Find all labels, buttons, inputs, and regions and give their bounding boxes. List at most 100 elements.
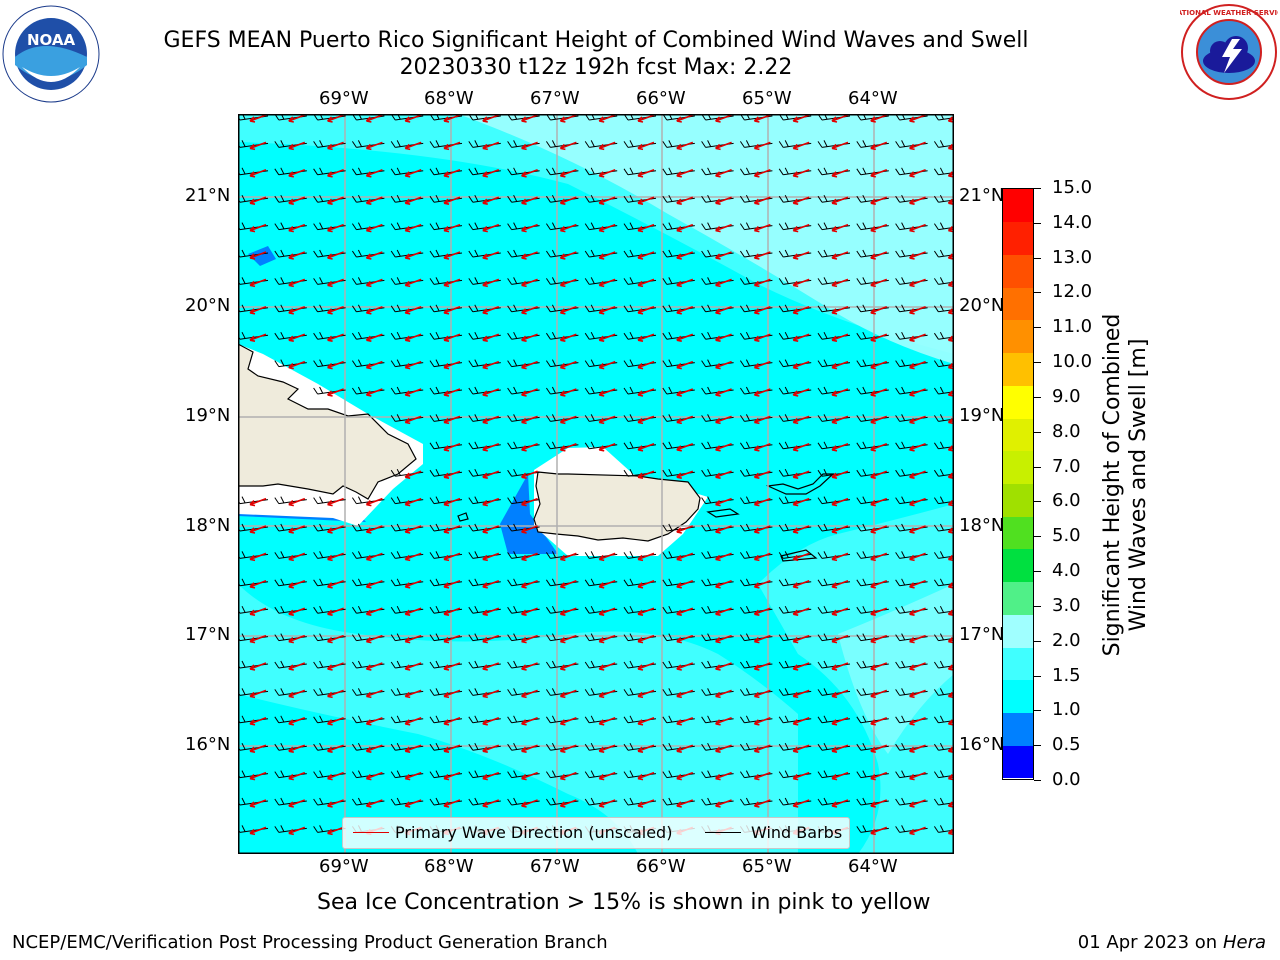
wave-direction-arrow bbox=[753, 607, 771, 616]
wave-direction-arrow bbox=[909, 278, 926, 288]
wave-direction-arrow bbox=[365, 141, 383, 151]
wave-direction-arrow bbox=[598, 580, 616, 589]
wave-direction-arrow bbox=[249, 196, 267, 205]
wave-direction-arrow bbox=[443, 470, 461, 479]
wave-direction-arrow bbox=[404, 717, 422, 726]
wave-direction-arrow bbox=[327, 717, 344, 726]
wave-direction-arrow bbox=[792, 580, 810, 589]
wave-direction-arrow bbox=[715, 744, 732, 753]
wave-direction-arrow bbox=[831, 196, 849, 205]
colorbar-segment bbox=[1003, 385, 1033, 419]
lon-label-top-66w: 66°W bbox=[636, 88, 686, 109]
wave-direction-arrow bbox=[521, 634, 538, 644]
wave-direction-arrow bbox=[831, 634, 849, 644]
wave-direction-arrow bbox=[909, 525, 926, 534]
sea-ice-note: Sea Ice Concentration > 15% is shown in … bbox=[317, 890, 931, 915]
wave-direction-arrow bbox=[637, 196, 655, 205]
wave-direction-arrow bbox=[327, 388, 344, 397]
colorbar-tick-label: 3.0 bbox=[1052, 594, 1081, 616]
wave-direction-arrow bbox=[676, 552, 694, 562]
wave-direction-arrow bbox=[327, 333, 344, 342]
wave-direction-arrow bbox=[831, 552, 849, 562]
wave-direction-arrow bbox=[482, 470, 500, 479]
wave-band-0.5-1.0-nw-spot bbox=[248, 246, 276, 266]
wave-direction-arrow bbox=[365, 388, 383, 397]
hispaniola-land bbox=[238, 343, 417, 500]
wave-direction-arrow bbox=[870, 689, 888, 699]
wave-direction-arrow bbox=[249, 662, 267, 671]
wave-direction-arrow bbox=[249, 634, 267, 644]
wave-direction-arrow bbox=[443, 141, 461, 151]
wave-direction-arrow bbox=[521, 114, 538, 123]
wave-direction-arrow bbox=[404, 799, 422, 808]
wave-direction-arrow bbox=[753, 141, 771, 151]
wave-direction-arrow bbox=[404, 580, 422, 589]
colorbar-label-line1: Significant Height of Combined bbox=[1100, 313, 1125, 657]
wave-direction-arrow bbox=[753, 771, 771, 781]
wave-direction-arrow bbox=[598, 333, 616, 342]
wave-direction-arrow bbox=[365, 497, 383, 507]
wave-direction-arrow bbox=[327, 771, 344, 781]
wave-direction-arrow bbox=[637, 114, 655, 123]
wave-direction-arrow bbox=[676, 580, 694, 589]
wave-direction-arrow bbox=[870, 744, 888, 753]
wave-direction-arrow bbox=[870, 169, 888, 178]
colorbar-segment bbox=[1003, 254, 1033, 288]
wave-direction-arrow bbox=[598, 689, 616, 699]
wave-direction-arrow bbox=[715, 525, 732, 534]
wave-direction-arrow bbox=[831, 114, 849, 123]
colorbar-segment bbox=[1003, 319, 1033, 354]
wave-direction-arrow bbox=[521, 223, 538, 233]
wave-direction-arrow bbox=[831, 223, 849, 233]
wave-direction-arrow bbox=[482, 525, 500, 534]
wave-direction-arrow bbox=[870, 607, 888, 616]
wave-direction-arrow bbox=[521, 689, 538, 699]
legend-red-line-swatch bbox=[353, 832, 389, 833]
wave-direction-arrow bbox=[521, 771, 538, 781]
wave-direction-arrow bbox=[831, 443, 849, 452]
colorbar-segment bbox=[1003, 189, 1033, 223]
wave-direction-arrow bbox=[559, 799, 577, 808]
wave-direction-arrow bbox=[327, 251, 344, 260]
wave-direction-arrow bbox=[559, 388, 577, 397]
wave-direction-arrow bbox=[676, 196, 694, 205]
wave-direction-arrow bbox=[327, 607, 344, 616]
wave-direction-arrow bbox=[521, 443, 538, 452]
wave-direction-arrow bbox=[753, 717, 771, 726]
wave-direction-arrow bbox=[676, 771, 694, 781]
wave-direction-arrow bbox=[482, 278, 500, 288]
wave-direction-arrow bbox=[676, 169, 694, 178]
wave-direction-arrow bbox=[521, 717, 538, 726]
wave-direction-arrow bbox=[521, 360, 538, 370]
wave-direction-arrow bbox=[637, 223, 655, 233]
wave-direction-arrow bbox=[249, 826, 267, 836]
wave-direction-arrow bbox=[909, 141, 926, 151]
colorbar-tick-label: 0.5 bbox=[1052, 734, 1081, 756]
wave-direction-arrow bbox=[327, 525, 344, 534]
lon-label-top-69w: 69°W bbox=[319, 88, 369, 109]
wave-direction-arrow bbox=[792, 333, 810, 342]
colorbar-tick-mark bbox=[1034, 257, 1041, 259]
wave-direction-arrow bbox=[792, 388, 810, 397]
wave-direction-arrow bbox=[365, 552, 383, 562]
wave-direction-arrow bbox=[327, 141, 344, 151]
wave-direction-arrow bbox=[598, 771, 616, 781]
wave-direction-arrow bbox=[482, 689, 500, 699]
wave-direction-arrow bbox=[637, 388, 655, 397]
lat-label-left-17n: 17°N bbox=[185, 624, 231, 645]
wave-direction-arrow bbox=[482, 388, 500, 397]
wave-direction-arrow bbox=[559, 744, 577, 753]
lon-label-bottom-67w: 67°W bbox=[530, 856, 580, 877]
colorbar-tick-mark bbox=[1034, 292, 1041, 294]
wave-direction-arrow bbox=[404, 662, 422, 671]
wave-direction-arrow bbox=[792, 689, 810, 699]
wave-direction-arrow bbox=[598, 306, 616, 315]
wave-direction-arrow bbox=[365, 251, 383, 260]
wave-direction-arrow bbox=[676, 306, 694, 315]
wave-direction-arrow bbox=[559, 771, 577, 781]
wave-direction-arrow bbox=[637, 771, 655, 781]
wave-direction-arrow bbox=[404, 415, 422, 425]
wave-direction-arrow bbox=[676, 607, 694, 616]
wave-direction-arrow bbox=[715, 634, 732, 644]
wave-direction-arrow bbox=[404, 169, 422, 178]
